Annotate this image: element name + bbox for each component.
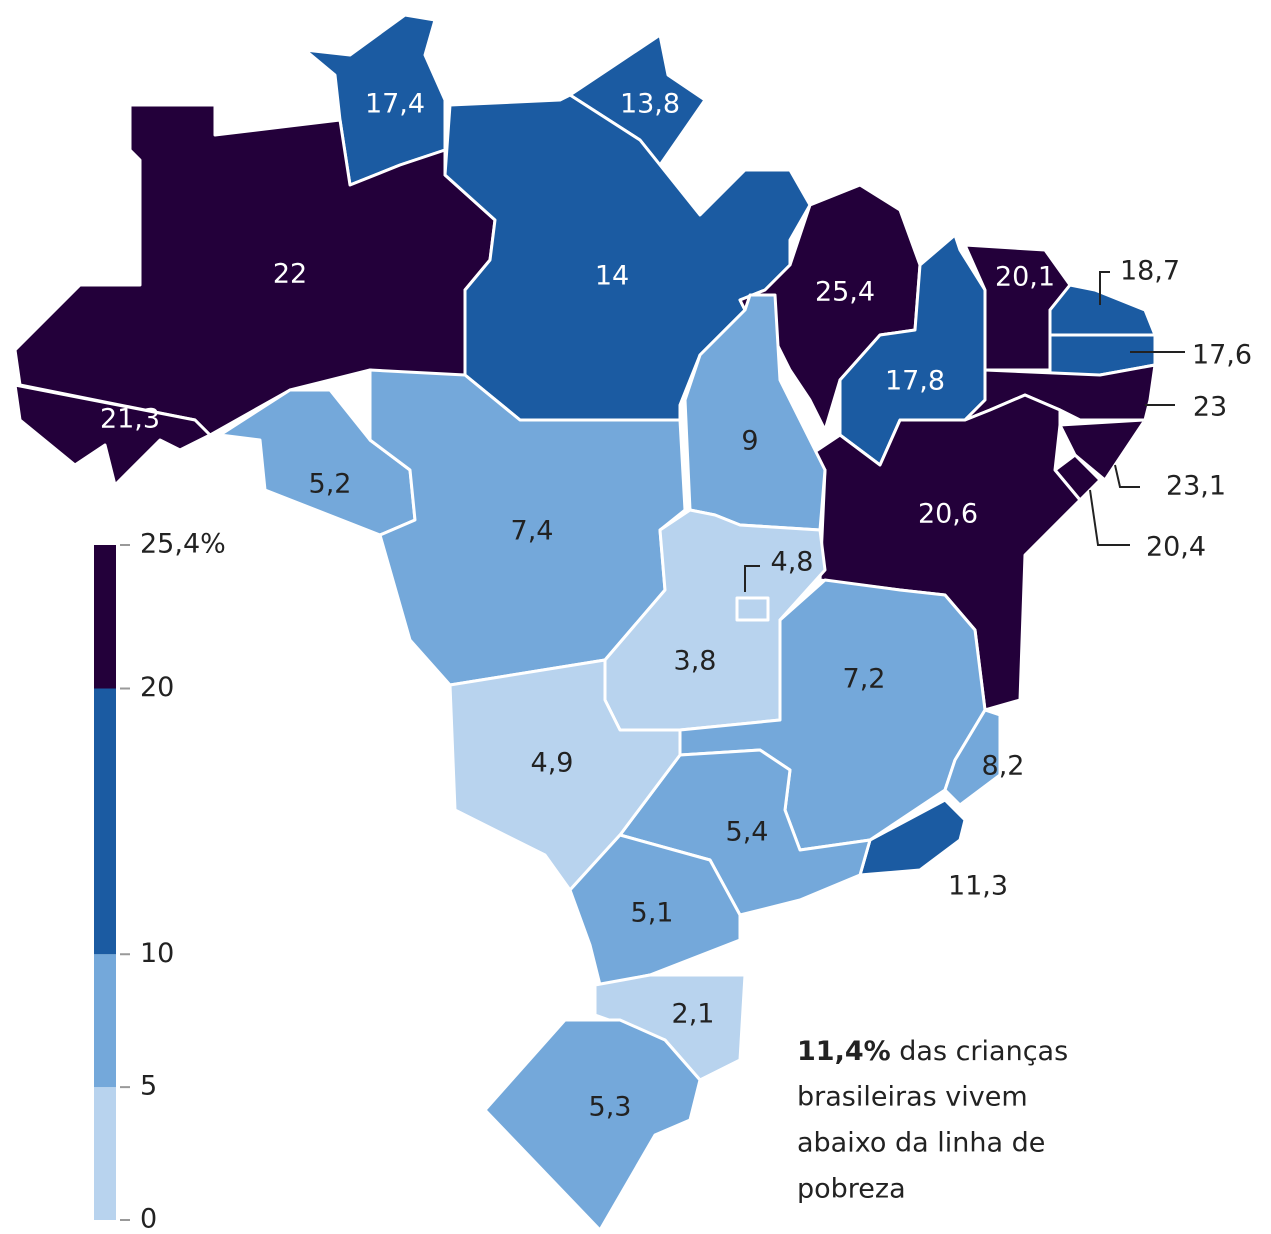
state-value-label: 13,8	[620, 89, 680, 120]
states	[13, 13, 1157, 1232]
legend-tick-label: 5	[140, 1071, 157, 1102]
state-value-label: 9	[741, 426, 758, 457]
legend-tick-label: 20	[140, 672, 174, 703]
state-value-label: 20,1	[995, 262, 1055, 293]
leader-line	[1099, 271, 1110, 305]
annotation-line: brasileiras vivem	[797, 1082, 1028, 1113]
leader-line	[1089, 489, 1130, 546]
state-value-label: 5,1	[631, 898, 674, 929]
state-value-label: 17,8	[885, 366, 945, 397]
state-value-label: 23	[1193, 392, 1227, 423]
annotation: 11,4% das crianças	[797, 1036, 1068, 1067]
leader-line	[1114, 464, 1140, 488]
state	[738, 183, 922, 432]
legend-tick-label: 10	[140, 938, 174, 969]
state	[1058, 418, 1147, 482]
state-value-label: 20,6	[918, 499, 978, 530]
state-value-label: 8,2	[982, 751, 1025, 782]
leader-line	[744, 565, 760, 592]
state	[13, 383, 212, 487]
state	[735, 596, 770, 622]
state-value-label: 23,1	[1166, 471, 1226, 502]
state	[448, 658, 682, 892]
state-value-label: 17,6	[1192, 340, 1252, 371]
state-value-label: 7,2	[843, 664, 886, 695]
state-value-label: 4,9	[531, 748, 574, 779]
annotation-line: abaixo da linha de	[797, 1128, 1045, 1159]
legend-tick-label: 25,4%	[140, 529, 226, 560]
state	[963, 363, 1157, 422]
state	[1048, 283, 1157, 337]
annotation-line: das crianças	[891, 1036, 1068, 1067]
state-value-label: 17,4	[365, 89, 425, 120]
state	[303, 13, 447, 187]
legend-swatch	[94, 545, 116, 689]
state-value-label: 20,4	[1146, 532, 1206, 563]
state-value-label: 22	[273, 259, 307, 290]
legend: 0 5 10 20 25,4%	[94, 529, 226, 1234]
labels: 17,4 13,8 22 21,3 14 25,4 17,8 20,1 18,7 17,6 23 23…	[100, 89, 1252, 1123]
state-value-label: 3,8	[674, 646, 717, 677]
state-value-label: 11,3	[948, 871, 1008, 902]
state-value-label: 25,4	[815, 277, 875, 308]
legend-swatch	[94, 1087, 116, 1220]
annotation-highlight: 11,4%	[797, 1036, 891, 1067]
state	[943, 708, 1002, 807]
legend-swatch	[94, 954, 116, 1088]
state	[568, 833, 742, 987]
state-value-label: 5,4	[726, 817, 769, 848]
state-value-label: 2,1	[672, 999, 715, 1030]
state-value-label: 5,3	[589, 1092, 632, 1123]
state-value-label: 4,8	[771, 547, 814, 578]
state-value-label: 5,2	[309, 469, 352, 500]
state-value-label: 14	[595, 261, 629, 292]
state	[483, 1018, 702, 1232]
annotation-line: pobreza	[797, 1174, 906, 1205]
legend-tick-label: 0	[140, 1204, 157, 1234]
state-value-label: 21,3	[100, 404, 160, 435]
legend-swatch	[94, 688, 116, 955]
state-value-label: 7,4	[511, 516, 554, 547]
state-value-label: 18,7	[1120, 256, 1180, 287]
